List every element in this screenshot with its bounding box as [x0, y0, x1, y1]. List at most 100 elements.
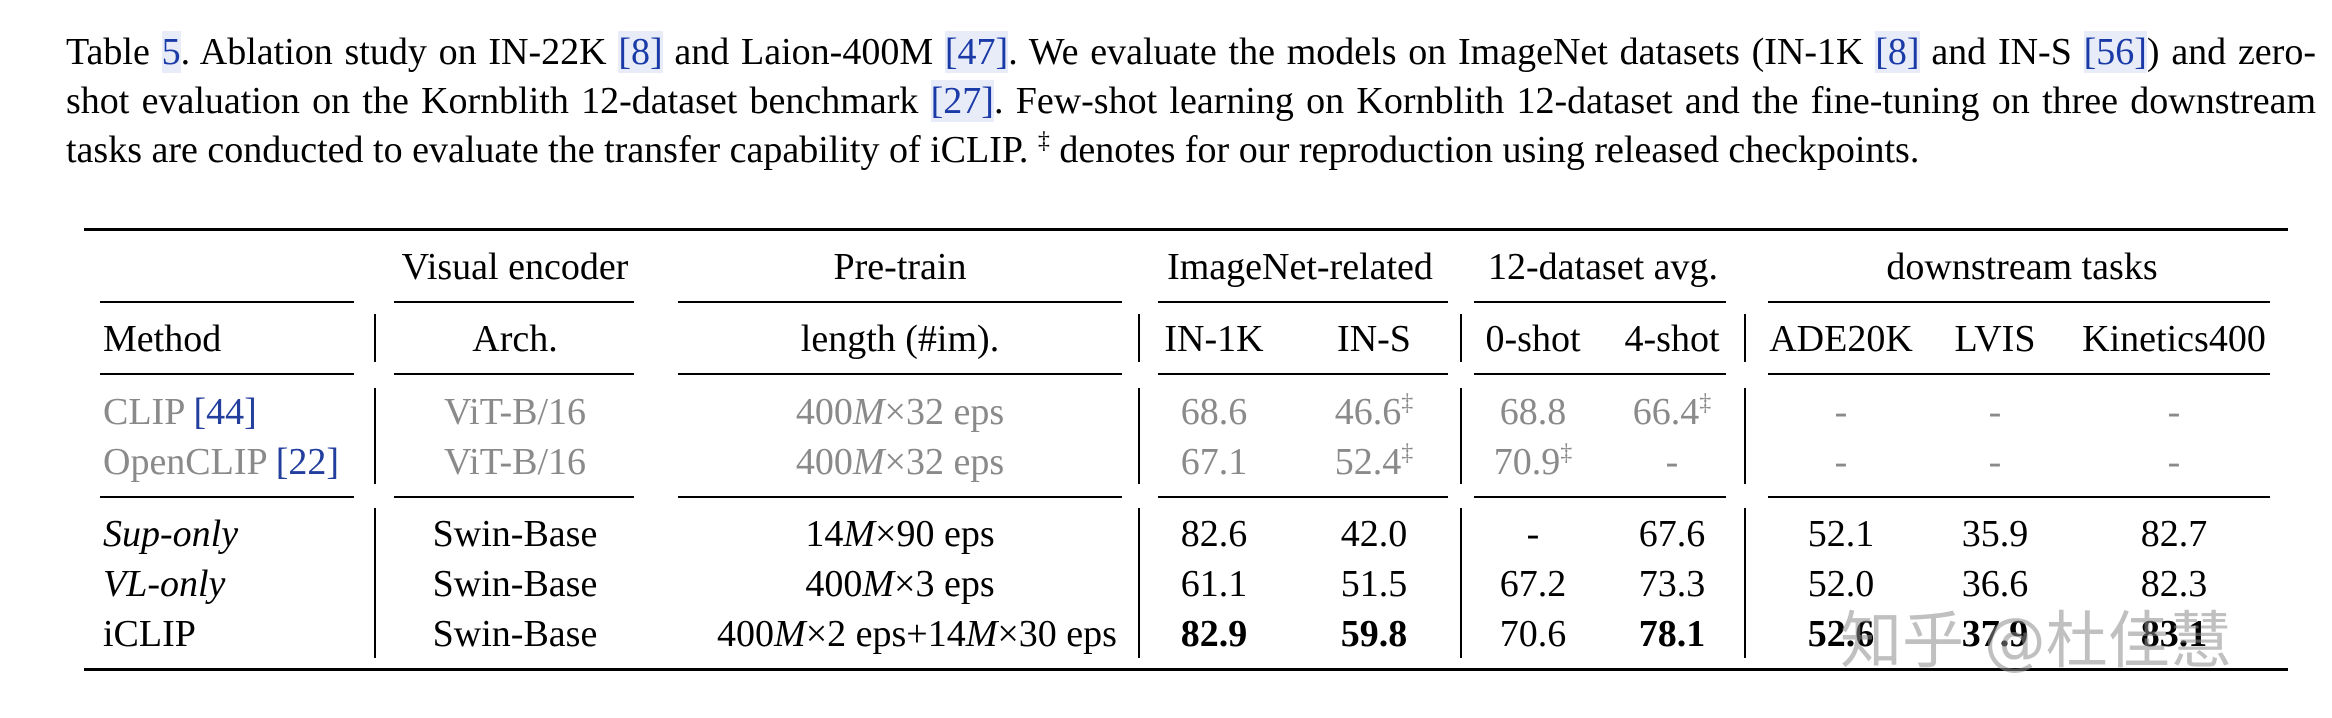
group-underline	[100, 301, 354, 303]
header-underline	[678, 373, 1122, 375]
section-underline	[100, 496, 354, 498]
citation-link[interactable]: [56]	[2083, 31, 2147, 73]
dagger-symbol: ‡	[1037, 128, 1050, 154]
kinetics-cell: 82.7	[2140, 513, 2208, 555]
header-kinetics: Kinetics400	[2082, 318, 2266, 360]
header-0shot: 0-shot	[1485, 318, 1581, 360]
citation-link[interactable]: [44]	[193, 391, 257, 433]
section-underline	[1474, 496, 1726, 498]
column-separator	[374, 508, 376, 658]
fourshot-cell: 73.3	[1638, 563, 1706, 605]
watermark-text: 知乎 @杜佳慧	[1840, 604, 2232, 677]
header-arch: Arch.	[472, 318, 558, 360]
zeroshot-cell: -	[1526, 513, 1540, 555]
citation-link[interactable]: [27]	[930, 80, 994, 122]
ins-cell: 51.5	[1340, 563, 1408, 605]
kinetics-cell: 83.1	[2140, 613, 2208, 655]
arch-cell: Swin-Base	[432, 613, 598, 655]
header-underline	[1158, 373, 1448, 375]
ade-cell: 52.6	[1807, 613, 1875, 655]
column-separator	[1744, 314, 1746, 362]
citation-link[interactable]: [8]	[618, 31, 663, 73]
ins-cell: 52.4‡	[1334, 440, 1414, 483]
header-length: length (#im).	[800, 318, 1000, 360]
ade-cell: 52.1	[1807, 513, 1875, 555]
group-underline	[394, 301, 634, 303]
lvis-cell: 37.9	[1961, 613, 2029, 655]
table-bottom-rule	[84, 668, 2288, 671]
header-method: Method	[103, 318, 222, 360]
header-ade20k: ADE20K	[1769, 318, 1913, 360]
section-underline	[394, 496, 634, 498]
ade-cell: -	[1834, 391, 1848, 433]
lvis-cell: -	[1988, 391, 2002, 433]
header-ins: IN-S	[1337, 318, 1411, 360]
column-separator	[374, 388, 376, 484]
header-4shot: 4-shot	[1624, 318, 1720, 360]
column-separator	[1460, 388, 1462, 484]
method-name: OpenCLIP [22]	[103, 441, 340, 483]
group-underline	[1474, 301, 1726, 303]
column-separator	[1138, 388, 1140, 484]
column-separator	[1138, 314, 1140, 362]
fourshot-cell: -	[1665, 441, 1679, 483]
column-separator	[1744, 508, 1746, 658]
citation-link[interactable]: [22]	[275, 441, 340, 483]
fourshot-cell: 78.1	[1638, 613, 1706, 655]
header-downstream: downstream tasks	[1886, 246, 2158, 288]
in1k-cell: 67.1	[1180, 441, 1248, 483]
method-name: iCLIP	[103, 613, 196, 655]
fourshot-cell: 66.4‡	[1632, 390, 1712, 433]
method-name: VL-only	[103, 563, 226, 605]
length-cell: 400M×32 eps	[795, 391, 1005, 433]
lvis-cell: 35.9	[1961, 513, 2029, 555]
column-separator	[1744, 388, 1746, 484]
table-caption: Table 5. Ablation study on IN-22K [8] an…	[66, 31, 2317, 171]
method-name: Sup-only	[103, 513, 239, 555]
section-underline	[1158, 496, 1448, 498]
arch-cell: Swin-Base	[432, 563, 598, 605]
header-lvis: LVIS	[1954, 318, 2036, 360]
in1k-cell: 61.1	[1180, 563, 1248, 605]
kinetics-cell: 82.3	[2140, 563, 2208, 605]
table-number-link[interactable]: 5	[161, 31, 181, 73]
header-visual-encoder: Visual encoder	[401, 246, 629, 288]
group-underline	[678, 301, 1122, 303]
fourshot-cell: 67.6	[1638, 513, 1706, 555]
arch-cell: ViT-B/16	[444, 391, 586, 433]
header-underline	[394, 373, 634, 375]
ins-cell: 42.0	[1340, 513, 1408, 555]
ins-cell: 59.8	[1340, 613, 1408, 655]
zeroshot-cell: 67.2	[1499, 563, 1567, 605]
length-cell: 400M×2 eps+14M×30 eps	[717, 613, 1117, 655]
in1k-cell: 68.6	[1180, 391, 1248, 433]
length-cell: 14M×90 eps	[805, 513, 995, 555]
column-separator	[1460, 508, 1462, 658]
header-underline	[100, 373, 354, 375]
header-pretrain: Pre-train	[833, 246, 967, 288]
citation-link[interactable]: [8]	[1875, 31, 1920, 73]
ade-cell: -	[1834, 441, 1848, 483]
table-top-rule	[84, 228, 2288, 231]
zeroshot-cell: 70.6	[1499, 613, 1567, 655]
header-in1k: IN-1K	[1164, 318, 1264, 360]
ade-cell: 52.0	[1807, 563, 1875, 605]
section-underline	[1768, 496, 2270, 498]
arch-cell: ViT-B/16	[444, 441, 586, 483]
length-cell: 400M×3 eps	[805, 563, 995, 605]
kinetics-cell: -	[2167, 391, 2181, 433]
lvis-cell: -	[1988, 441, 2002, 483]
arch-cell: Swin-Base	[432, 513, 598, 555]
column-separator	[1460, 314, 1462, 362]
header-underline	[1474, 373, 1726, 375]
group-underline	[1158, 301, 1448, 303]
header-12dataset: 12-dataset avg.	[1487, 246, 1719, 288]
header-underline	[1768, 373, 2270, 375]
group-underline	[1768, 301, 2270, 303]
citation-link[interactable]: [47]	[944, 31, 1009, 73]
in1k-cell: 82.6	[1180, 513, 1248, 555]
column-separator	[374, 314, 376, 362]
ins-cell: 46.6‡	[1334, 390, 1414, 433]
section-underline	[678, 496, 1122, 498]
zeroshot-cell: 70.9‡	[1493, 440, 1573, 483]
